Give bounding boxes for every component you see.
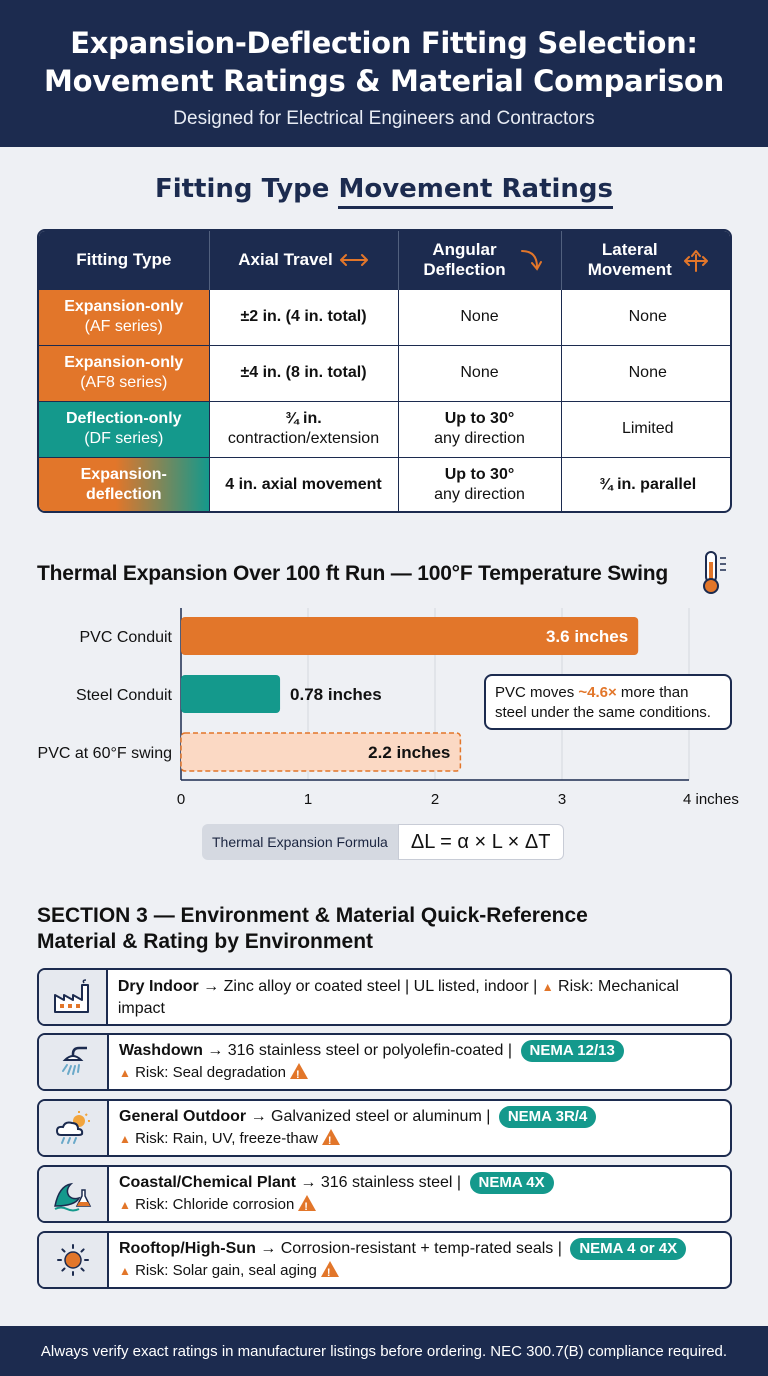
formula-equation: ΔL = α × L × ΔT <box>397 824 564 860</box>
weather-icon <box>55 1111 90 1144</box>
category-label: PVC Conduit <box>80 629 173 646</box>
x-tick-label: 2 <box>431 791 439 808</box>
formula-label: Thermal Expansion Formula <box>202 824 398 860</box>
env-card-washdown: Washdown → 316 stainless steel or polyol… <box>37 1033 732 1091</box>
axial-cell: ¾ in. contraction/extension <box>209 400 399 457</box>
table-row: Expansion-deflection 4 in. axial movemen… <box>39 456 730 511</box>
warning-icon <box>321 1129 340 1152</box>
fitting-type-cell: Expansion-only (AF8 series) <box>39 344 210 401</box>
bar <box>181 675 281 713</box>
thermal-expansion-bar-chart: 0 1 2 3 4 inches PVC Conduit 3.6 inches Steel C… <box>38 608 739 808</box>
env-card-coastal-chemical: Coastal/Chemical Plant → 316 stainless s… <box>37 1165 732 1223</box>
col-header-angular-deflection: Angular Deflection <box>398 231 562 289</box>
category-label: PVC at 60°F swing <box>38 745 172 762</box>
multi-arrow-icon <box>683 249 708 272</box>
sun-icon <box>57 1244 89 1276</box>
movement-ratings-table: Fitting Type Axial Travel Angular Deflec… <box>37 229 732 513</box>
nema-badge: NEMA 4X <box>469 1172 554 1194</box>
page-subtitle: Designed for Electrical Engineers and Co… <box>173 108 595 129</box>
table-row: Expansion-only (AF series) ±2 in. (4 in. … <box>39 288 730 345</box>
fitting-type-cell: Expansion-deflection <box>39 456 210 511</box>
axial-cell: ±2 in. (4 in. total) <box>209 288 399 345</box>
factory-icon <box>54 979 90 1013</box>
angular-cell: Up to 30° any direction <box>398 400 562 457</box>
env-card-general-outdoor: General Outdoor → Galvanized steel or al… <box>37 1099 732 1157</box>
nema-badge: NEMA 3R/4 <box>498 1106 597 1128</box>
warning-icon <box>298 1195 317 1218</box>
col-header-axial-travel: Axial Travel <box>209 231 399 289</box>
x-tick-label: 4 inches <box>683 791 739 808</box>
comparison-callout: PVC moves ~4.6× more than steel under th… <box>484 674 732 730</box>
col-header-fitting-type: Fitting Type <box>39 231 210 289</box>
table-row: Expansion-only (AF8 series) ±4 in. (8 in.… <box>39 344 730 401</box>
table-row: Deflection-only (DF series) ¾ in. contract… <box>39 400 730 457</box>
angular-cell: Up to 30° any direction <box>398 456 562 511</box>
page-title: Expansion-Deflection Fitting Selection: … <box>44 26 724 98</box>
section3-title: SECTION 3 — Environment & Material Quick… <box>37 904 588 953</box>
lateral-cell: Limited <box>561 400 730 457</box>
lateral-cell: ¾ in. parallel <box>561 456 730 511</box>
wave-flask-icon <box>54 1182 92 1212</box>
warning-icon <box>320 1261 339 1284</box>
header: Expansion-Deflection Fitting Selection: … <box>0 0 768 147</box>
double-arrow-icon <box>339 253 368 266</box>
col-header-lateral-movement: Lateral Movement <box>561 231 730 289</box>
bar <box>181 617 639 655</box>
x-tick-label: 0 <box>177 791 185 808</box>
curved-arrow-icon <box>520 249 542 271</box>
nema-badge: NEMA 12/13 <box>520 1040 624 1062</box>
angular-cell: None <box>398 288 562 345</box>
category-label: Steel Conduit <box>76 687 173 704</box>
bar <box>180 732 462 772</box>
fitting-type-cell: Expansion-only (AF series) <box>39 288 210 345</box>
axial-cell: 4 in. axial movement <box>209 456 399 511</box>
lateral-cell: None <box>561 344 730 401</box>
env-card-rooftop-high-sun: Rooftop/High-Sun → Corrosion-resistant +… <box>37 1231 732 1289</box>
nema-badge: NEMA 4 or 4X <box>570 1238 687 1260</box>
thermometer-icon <box>703 551 726 594</box>
warning-icon <box>290 1063 308 1086</box>
shower-icon <box>62 1046 87 1075</box>
lateral-cell: None <box>561 288 730 345</box>
x-tick-label: 3 <box>558 791 566 808</box>
data-label: 2.2 inches <box>368 743 450 762</box>
x-tick-label: 1 <box>304 791 312 808</box>
angular-cell: None <box>398 344 562 401</box>
data-label: 0.78 inches <box>290 685 382 704</box>
footer-note: Always verify exact ratings in manufactu… <box>0 1326 768 1376</box>
fitting-type-cell: Deflection-only (DF series) <box>39 400 210 457</box>
axial-cell: ±4 in. (8 in. total) <box>209 344 399 401</box>
chart-title: Thermal Expansion Over 100 ft Run — 100°… <box>37 562 669 585</box>
formula-box: Thermal Expansion Formula ΔL = α × L × Δ… <box>202 824 564 860</box>
table-header-row: Fitting Type Axial Travel Angular Deflec… <box>39 231 730 289</box>
section1-title: Fitting Type Movement Ratings <box>0 174 768 209</box>
data-label: 3.6 inches <box>546 627 628 646</box>
env-card-dry-indoor: Dry Indoor → Zinc alloy or coated steel … <box>37 968 732 1026</box>
